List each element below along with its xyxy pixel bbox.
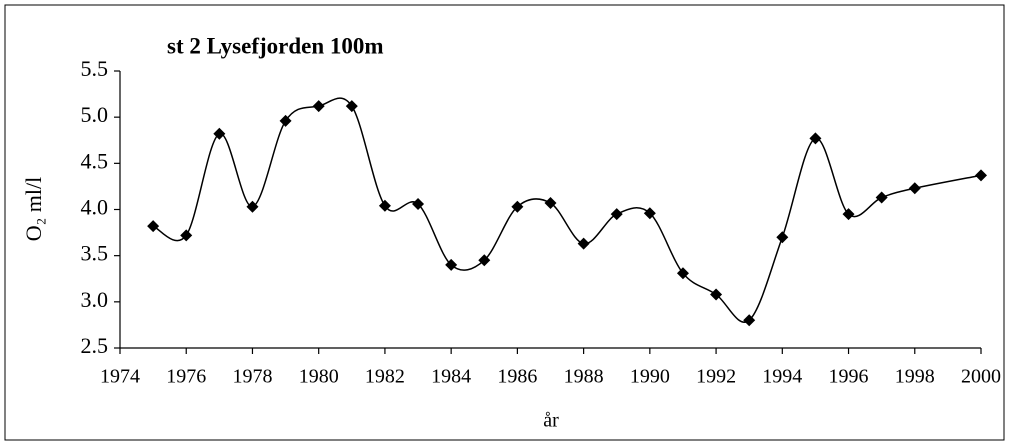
marker <box>710 288 723 301</box>
x-tick-label: 1986 <box>497 366 537 388</box>
marker <box>875 191 888 204</box>
y-tick-label: 5.0 <box>81 102 109 127</box>
marker <box>511 200 524 213</box>
marker <box>478 254 491 267</box>
marker <box>743 314 756 327</box>
marker <box>412 197 425 210</box>
y-axis-label: O₂ ml/l <box>21 177 46 242</box>
marker <box>445 258 458 271</box>
x-tick-label: 1974 <box>100 366 140 388</box>
chart-title: st 2 Lysefjorden 100m <box>167 33 384 58</box>
y-tick-label: 3.0 <box>81 287 109 312</box>
chart-frame <box>4 4 1005 441</box>
y-tick-label: 4.0 <box>81 195 109 220</box>
marker <box>147 220 160 233</box>
x-tick-label: 2000 <box>961 366 1001 388</box>
y-tick-label: 3.5 <box>81 241 109 266</box>
x-tick-label: 1976 <box>166 366 206 388</box>
marker <box>610 208 623 221</box>
marker <box>908 182 921 195</box>
marker <box>643 207 656 220</box>
marker <box>345 100 358 113</box>
x-tick-label: 1982 <box>365 366 405 388</box>
marker <box>378 199 391 212</box>
marker <box>776 231 789 244</box>
marker <box>213 127 226 140</box>
x-tick-label: 1988 <box>564 366 604 388</box>
x-tick-label: 1990 <box>630 366 670 388</box>
marker <box>279 114 292 127</box>
marker <box>577 237 590 250</box>
x-axis-label: år <box>543 410 559 432</box>
x-tick-label: 1980 <box>299 366 339 388</box>
marker <box>975 169 987 182</box>
marker <box>544 197 557 210</box>
y-tick-label: 2.5 <box>81 333 109 358</box>
x-tick-label: 1998 <box>895 366 935 388</box>
y-tick-label: 5.5 <box>81 56 109 81</box>
x-tick-label: 1978 <box>232 366 272 388</box>
x-tick-label: 1994 <box>762 366 802 388</box>
marker <box>676 267 689 280</box>
x-tick-label: 1992 <box>696 366 736 388</box>
marker <box>246 200 259 213</box>
marker <box>842 208 855 221</box>
y-tick-label: 4.5 <box>81 148 109 173</box>
line <box>152 97 982 323</box>
marker <box>809 132 822 145</box>
x-tick-label: 1996 <box>829 366 869 388</box>
marker <box>312 100 325 113</box>
marker <box>180 229 193 242</box>
x-tick-label: 1984 <box>431 366 471 388</box>
